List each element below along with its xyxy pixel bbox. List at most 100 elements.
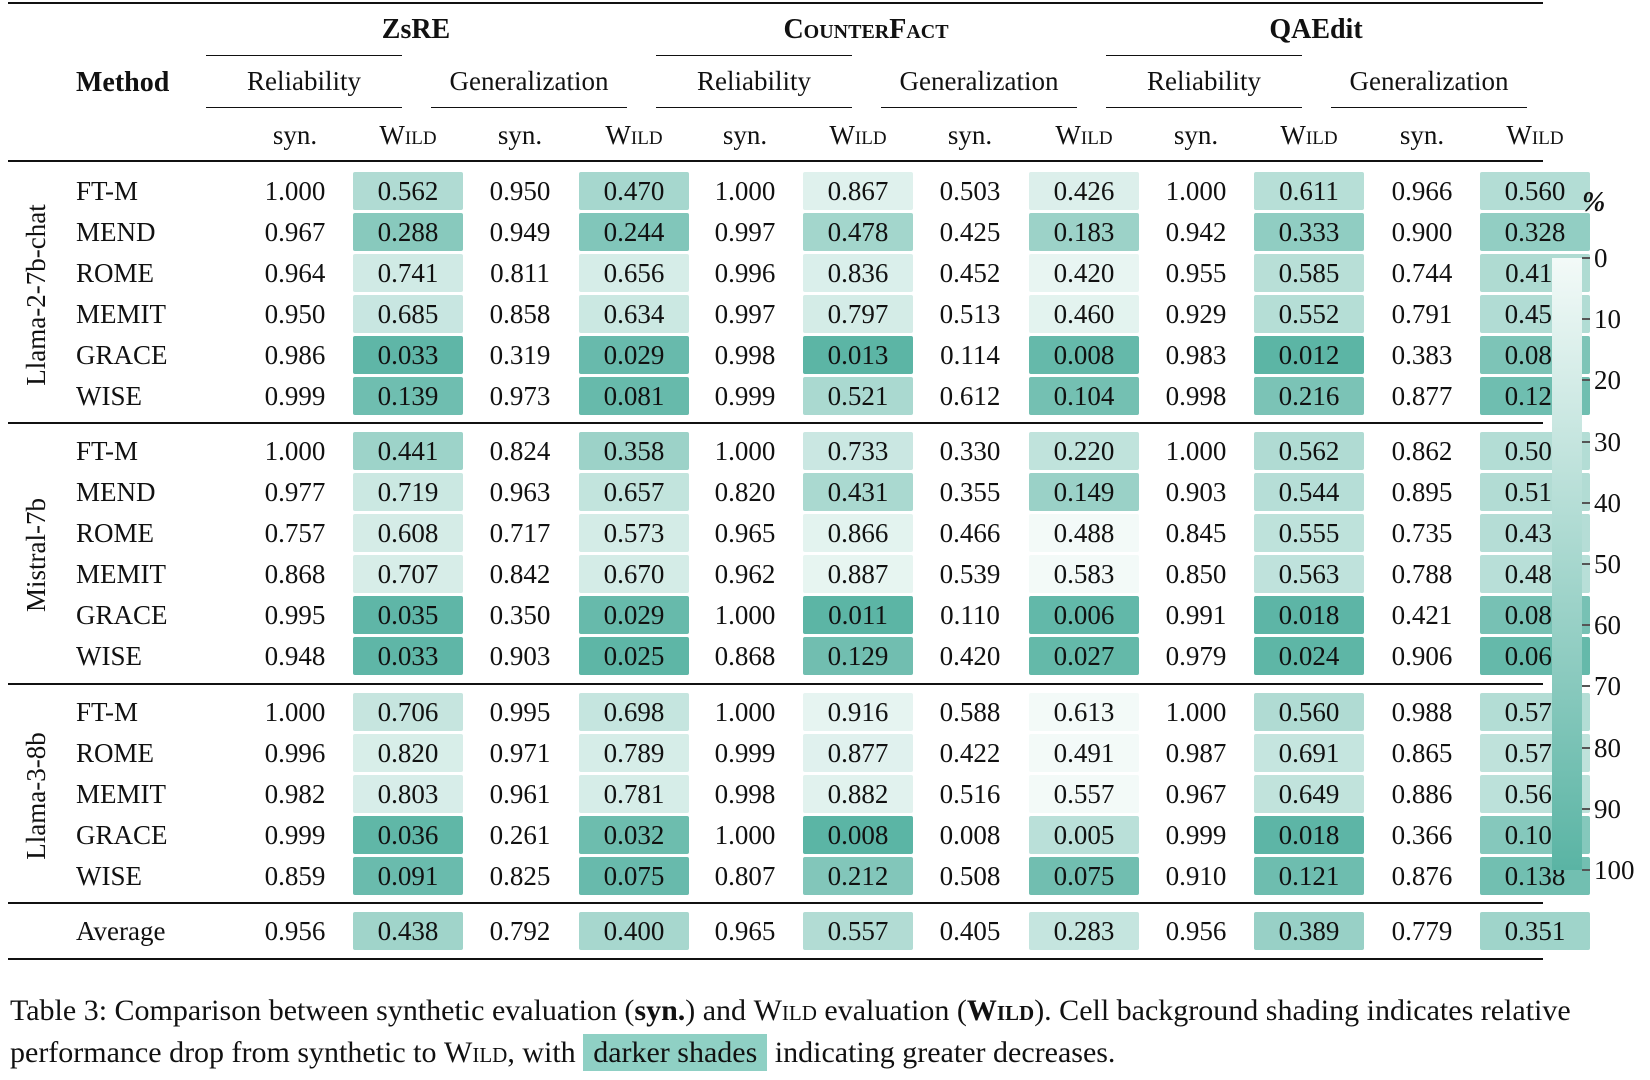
syn-value-cell: 0.996 [264,738,326,768]
syn-value-cell: 0.995 [489,697,551,727]
wild-value-cell: 0.649 [1254,775,1364,813]
table-caption: Table 3: Comparison between synthetic ev… [10,990,1642,1074]
colorbar-tick-label: 10 [1594,304,1621,335]
dataset-header: CounterFact [783,14,949,45]
model-label: Mistral-7b [21,498,51,612]
wild-value-cell: 0.670 [579,555,689,593]
wild-value-cell: 0.611 [1254,172,1364,210]
syn-value-cell: 0.452 [939,258,1001,288]
average-syn-cell: 0.956 [264,916,326,946]
wild-value-cell: 0.887 [803,555,913,593]
bottom-rule [8,958,1543,960]
subgroup-underline [1106,107,1302,109]
syn-value-cell: 0.865 [1391,738,1453,768]
wild-value-cell: 0.333 [1254,213,1364,251]
group-underline [206,55,402,57]
wild-value-cell: 0.081 [579,377,689,415]
wild-value-cell: 0.657 [579,473,689,511]
syn-value-cell: 0.998 [1165,381,1227,411]
syn-header: syn. [947,120,993,150]
average-syn-cell: 0.965 [714,916,776,946]
syn-value-cell: 0.859 [264,861,326,891]
syn-header: syn. [497,120,543,150]
method-name: FT-M [76,176,139,206]
metric-header: Generalization [1349,66,1509,96]
colorbar-title: % [1582,187,1606,218]
colorbar-tick-label: 50 [1594,549,1621,579]
average-rule [8,902,1543,904]
syn-value-cell: 1.000 [714,600,776,630]
syn-value-cell: 0.319 [489,340,551,370]
wild-value-cell: 0.183 [1029,213,1139,251]
wild-value-cell: 0.420 [1029,254,1139,292]
syn-value-cell: 0.516 [939,779,1001,809]
model-label: Llama-2-7b-chat [21,204,51,386]
wild-value-cell: 0.820 [353,734,463,772]
wild-value-cell: 0.691 [1254,734,1364,772]
syn-value-cell: 1.000 [264,176,326,206]
wild-value-cell: 0.552 [1254,295,1364,333]
colorbar-tick-label: 70 [1594,671,1621,702]
syn-value-cell: 0.949 [489,217,551,247]
syn-value-cell: 1.000 [714,176,776,206]
wild-value-cell: 0.707 [353,555,463,593]
wild-value-cell: 0.033 [353,336,463,374]
wild-value-cell: 0.216 [1254,377,1364,415]
method-name: GRACE [76,340,168,370]
wild-value-cell: 0.212 [803,857,913,895]
wild-value-cell: 0.733 [803,432,913,470]
wild-header: Wild [829,120,887,150]
syn-value-cell: 0.995 [264,600,326,630]
syn-value-cell: 1.000 [714,697,776,727]
syn-value-cell: 0.757 [264,518,326,548]
wild-value-cell: 0.613 [1029,693,1139,731]
syn-value-cell: 0.900 [1391,217,1453,247]
wild-header: Wild [379,120,437,150]
colorbar-tick-mark [1582,746,1590,749]
wild-value-cell: 0.358 [579,432,689,470]
average-syn-cell: 0.792 [489,916,551,946]
subgroup-underline [206,107,402,109]
syn-value-cell: 0.886 [1391,779,1453,809]
average-wild-cell: 0.389 [1254,912,1364,950]
syn-value-cell: 0.979 [1165,641,1227,671]
syn-value-cell: 0.950 [489,176,551,206]
subgroup-underline [656,107,852,109]
wild-value-cell: 0.573 [579,514,689,552]
caption-syn: syn. [634,994,686,1027]
subgroup-underline [431,107,627,109]
syn-value-cell: 0.877 [1391,381,1453,411]
syn-value-cell: 0.942 [1165,217,1227,247]
method-name: GRACE [76,820,168,850]
method-name: ROME [76,738,155,768]
wild-value-cell: 0.478 [803,213,913,251]
wild-value-cell: 0.008 [803,816,913,854]
syn-value-cell: 0.588 [939,697,1001,727]
method-name: MEND [76,217,156,247]
syn-value-cell: 0.998 [714,340,776,370]
wild-value-cell: 0.075 [1029,857,1139,895]
group-underline [1106,55,1302,57]
wild-value-cell: 0.866 [803,514,913,552]
caption-text: Table 3: Comparison between synthetic ev… [10,994,635,1027]
syn-value-cell: 0.350 [489,600,551,630]
average-syn-cell: 0.405 [939,916,1001,946]
syn-value-cell: 0.906 [1391,641,1453,671]
wild-value-cell: 0.075 [579,857,689,895]
wild-value-cell: 0.557 [1029,775,1139,813]
wild-value-cell: 0.698 [579,693,689,731]
syn-value-cell: 0.421 [1391,600,1453,630]
subgroup-underline [881,107,1077,109]
wild-value-cell: 0.789 [579,734,689,772]
syn-value-cell: 0.903 [489,641,551,671]
wild-value-cell: 0.803 [353,775,463,813]
syn-value-cell: 0.868 [264,559,326,589]
syn-value-cell: 0.964 [264,258,326,288]
syn-value-cell: 0.999 [264,820,326,850]
syn-value-cell: 0.987 [1165,738,1227,768]
wild-value-cell: 0.741 [353,254,463,292]
wild-value-cell: 0.555 [1254,514,1364,552]
syn-value-cell: 0.948 [264,641,326,671]
caption-wild-bold: Wild [966,994,1035,1027]
syn-value-cell: 0.466 [939,518,1001,548]
